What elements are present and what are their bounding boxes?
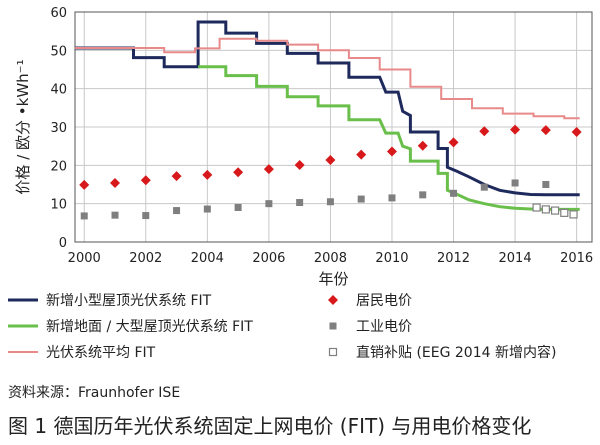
series-5-point [532, 203, 541, 212]
plot-frame [74, 11, 593, 243]
x-tick-label: 2000 [68, 251, 101, 266]
x-axis-title: 年份 [318, 270, 348, 288]
series-3-point [79, 179, 90, 190]
series-line-0 [75, 20, 580, 197]
series-4-point [296, 199, 304, 207]
x-axis-ticks: 2000 2002 2004 2006 2008 2010 2012 2014 2016 [68, 251, 593, 266]
series-3-point [510, 124, 521, 135]
legend-item: 光伏系统平均 FIT [8, 345, 156, 361]
legend-swatch [328, 295, 338, 305]
x-tick-label: 2012 [437, 251, 470, 266]
series-5-point [541, 205, 550, 214]
series-4-point [357, 195, 365, 203]
x-tick-label: 2014 [499, 251, 532, 266]
legend-item: 新增地面 / 大型屋顶光伏系统 FIT [8, 319, 253, 335]
series-5-point [560, 208, 569, 217]
x-tick-label: 2006 [252, 251, 285, 266]
series-4-point [203, 205, 211, 213]
series-3-point [571, 126, 582, 137]
series-3-point [417, 140, 428, 151]
legend-label: 新增小型屋顶光伏系统 FIT [46, 293, 212, 309]
series-4-point [480, 183, 488, 191]
y-tick-label: 0 [59, 236, 67, 251]
series-3-point [140, 175, 151, 186]
series-4-point [265, 200, 273, 208]
x-tick-label: 2010 [375, 251, 408, 266]
series-3-point [325, 154, 336, 165]
series-3-point [540, 125, 551, 136]
series-4-point [511, 179, 519, 187]
x-tick-label: 2016 [560, 251, 593, 266]
series-4-point [326, 198, 334, 206]
y-tick-label: 30 [50, 121, 67, 136]
legend: 新增小型屋顶光伏系统 FIT 新增地面 / 大型屋顶光伏系统 FIT 光伏系统平均 … [8, 293, 556, 361]
series-layer [75, 20, 582, 220]
series-4-point [234, 204, 242, 211]
series-4-point [450, 189, 458, 197]
y-axis-title: 价格 / 欧分 •kWh⁻¹ [14, 59, 32, 194]
y-tick-label: 40 [50, 83, 67, 98]
series-5-point [569, 210, 578, 219]
x-tick-label: 2004 [191, 251, 224, 266]
series-4-point [388, 194, 396, 202]
legend-swatch [328, 347, 338, 357]
series-3-point [110, 177, 121, 188]
series-3-point [294, 159, 305, 170]
x-tick-label: 2002 [129, 251, 162, 266]
legend-item: 直销补贴 (EEG 2014 新增内容) [328, 344, 556, 361]
legend-label: 工业电价 [356, 319, 412, 335]
series-4-point [173, 207, 181, 215]
legend-label: 新增地面 / 大型屋顶光伏系统 FIT [46, 319, 253, 335]
series-line-2 [75, 37, 580, 120]
source-note: 资料来源：Fraunhofer ISE [8, 385, 181, 401]
series-4-point [542, 181, 550, 188]
series-3-point [386, 146, 397, 157]
legend-swatch [329, 322, 337, 330]
legend-item: 新增小型屋顶光伏系统 FIT [8, 293, 212, 309]
y-axis-ticks: 0 10 20 30 40 50 60 [50, 6, 67, 251]
series-3-point [233, 167, 244, 178]
series-4-point [142, 212, 150, 220]
series-3-point [202, 169, 213, 180]
y-tick-label: 20 [50, 159, 67, 174]
legend-label: 光伏系统平均 FIT [46, 345, 156, 361]
series-5-point [550, 206, 560, 215]
series-3-point [356, 149, 367, 160]
y-tick-label: 50 [50, 44, 67, 59]
series-3-point [448, 137, 459, 148]
legend-item: 居民电价 [328, 293, 412, 309]
series-3-point [263, 164, 274, 175]
legend-label: 直销补贴 (EEG 2014 新增内容) [356, 344, 556, 361]
y-tick-label: 10 [50, 198, 67, 213]
figure-caption: 图 1 德国历年光伏系统固定上网电价 (FIT) 与用电价格变化 [8, 414, 532, 438]
x-tick-label: 2008 [314, 251, 347, 266]
series-4-point [419, 191, 427, 199]
legend-label: 居民电价 [356, 293, 412, 309]
series-line-1 [198, 65, 580, 211]
y-tick-label: 60 [50, 6, 67, 21]
legend-item: 工业电价 [329, 319, 412, 335]
series-4-point [111, 211, 119, 219]
series-4-point [80, 212, 88, 220]
series-3-point [479, 126, 490, 137]
series-3-point [171, 171, 182, 182]
